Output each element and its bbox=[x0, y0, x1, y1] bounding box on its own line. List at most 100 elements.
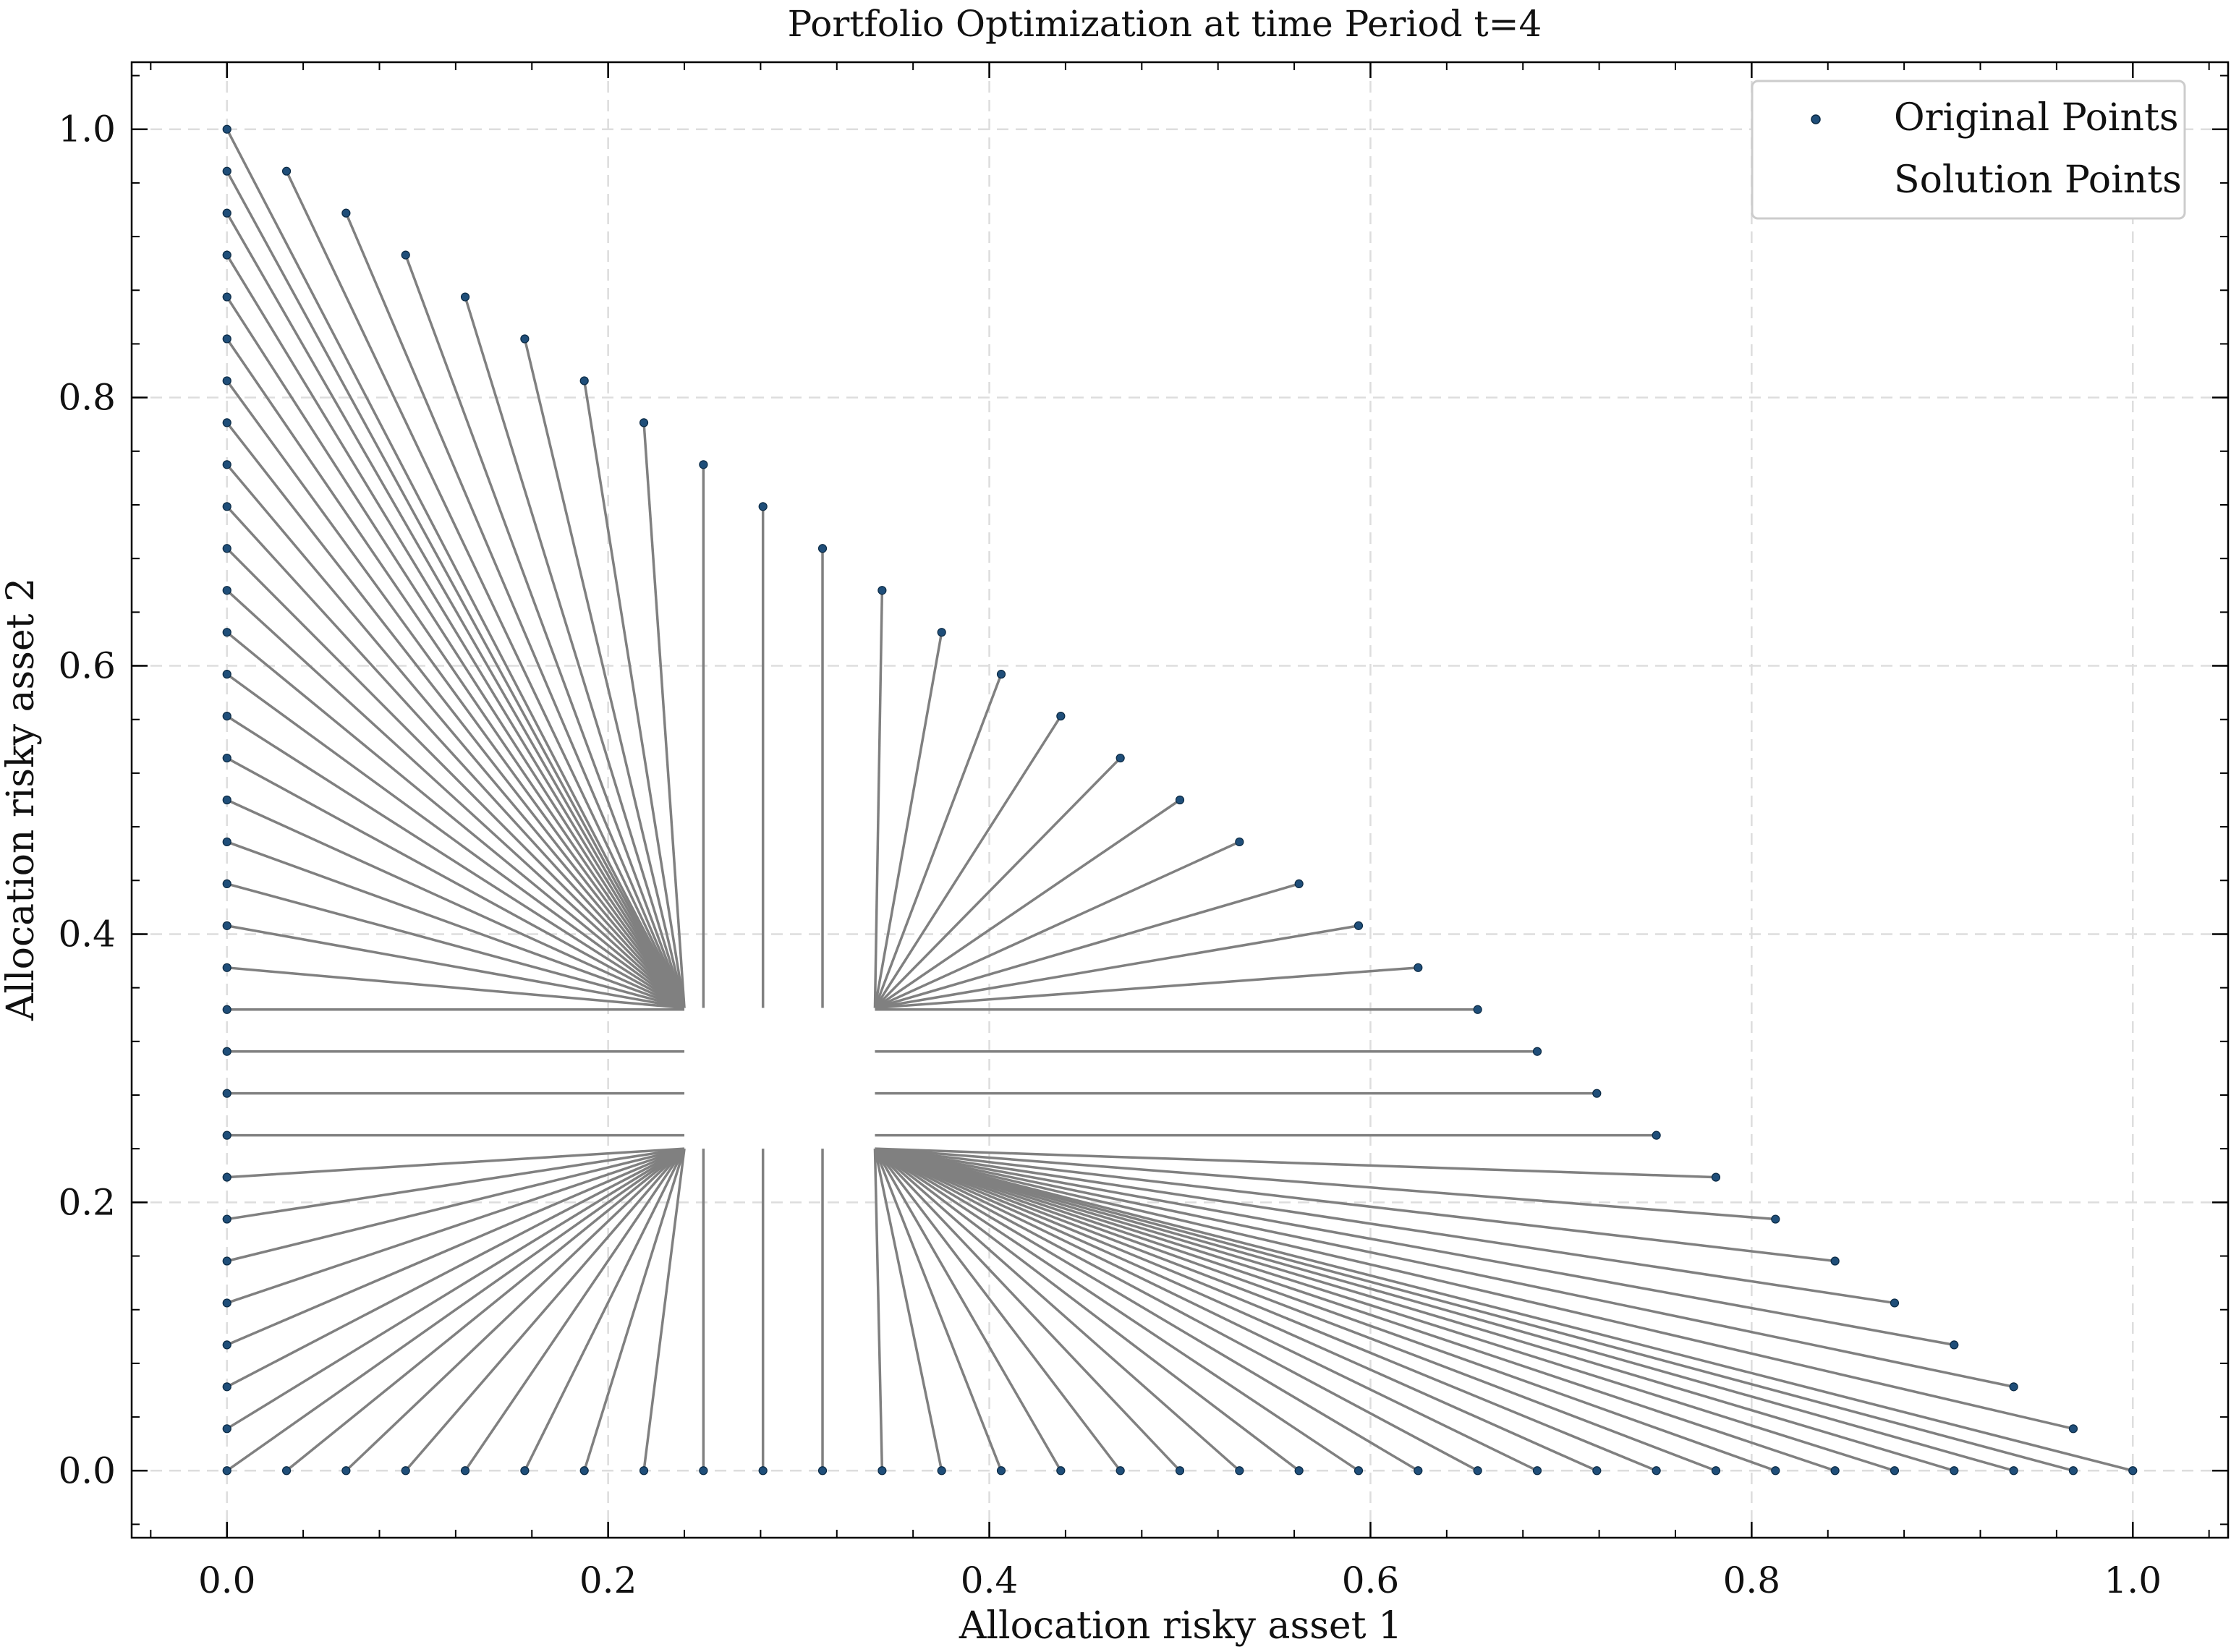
original-point bbox=[1056, 711, 1066, 721]
solution-line bbox=[874, 1147, 1895, 1472]
solution-line bbox=[874, 1147, 1955, 1472]
original-point bbox=[222, 963, 231, 972]
original-point bbox=[699, 1466, 708, 1476]
original-point bbox=[222, 837, 231, 847]
original-point bbox=[222, 670, 231, 679]
original-point bbox=[2128, 1466, 2138, 1476]
solution-line bbox=[875, 1147, 2074, 1431]
original-point bbox=[401, 250, 410, 260]
original-point bbox=[222, 1131, 231, 1140]
original-point bbox=[222, 376, 231, 386]
solution-line bbox=[874, 1147, 1419, 1472]
original-point bbox=[1532, 1466, 1542, 1476]
original-point bbox=[222, 1089, 231, 1098]
original-point bbox=[1414, 963, 1423, 972]
solution-line bbox=[874, 1147, 1241, 1472]
solution-line bbox=[873, 673, 1003, 1009]
original-point bbox=[460, 1466, 470, 1476]
y-axis-label: Allocation risky asset 2 bbox=[0, 578, 43, 1021]
original-point bbox=[222, 1047, 231, 1056]
solution-line bbox=[875, 1147, 1955, 1347]
original-point bbox=[639, 1466, 649, 1476]
solution-line bbox=[642, 422, 686, 1008]
chart-title: Portfolio Optimization at time Period t=… bbox=[788, 3, 1542, 45]
original-point bbox=[1414, 1466, 1423, 1476]
y-tick-label: 0.6 bbox=[58, 645, 116, 687]
solution-line bbox=[226, 128, 686, 1009]
y-tick-label: 0.0 bbox=[58, 1449, 116, 1491]
solution-line bbox=[873, 1148, 1062, 1472]
original-point bbox=[2009, 1466, 2018, 1476]
solution-line bbox=[464, 1148, 686, 1472]
original-point bbox=[222, 250, 231, 260]
solution-line bbox=[226, 422, 686, 1009]
original-point bbox=[996, 670, 1006, 679]
original-point bbox=[222, 544, 231, 553]
solution-line bbox=[874, 1147, 1657, 1472]
solution-line bbox=[226, 380, 686, 1009]
y-tick-label: 0.4 bbox=[58, 913, 116, 955]
original-point bbox=[1711, 1466, 1721, 1476]
solution-line bbox=[226, 1147, 685, 1179]
solution-line bbox=[404, 254, 686, 1009]
original-point bbox=[222, 166, 231, 176]
original-point bbox=[996, 1466, 1006, 1476]
original-point bbox=[222, 208, 231, 218]
solution-line bbox=[582, 380, 686, 1008]
original-point bbox=[222, 1214, 231, 1224]
original-point bbox=[222, 292, 231, 302]
original-point bbox=[877, 586, 887, 595]
solution-line bbox=[874, 757, 1121, 1009]
solution-line bbox=[523, 1148, 686, 1472]
solution-line bbox=[874, 1147, 1717, 1472]
original-point bbox=[222, 460, 231, 469]
original-point bbox=[937, 1466, 946, 1476]
solution-line bbox=[226, 548, 686, 1009]
solution-line bbox=[226, 1147, 685, 1263]
solution-line bbox=[874, 1147, 1776, 1472]
legend: Original Points Solution Points bbox=[1751, 80, 2186, 220]
original-point bbox=[1652, 1131, 1661, 1140]
solution-line bbox=[874, 840, 1241, 1010]
solution-line bbox=[226, 589, 686, 1009]
original-point bbox=[937, 628, 946, 637]
solution-line bbox=[873, 1149, 884, 1471]
solution-line bbox=[344, 212, 686, 1009]
original-point bbox=[222, 795, 231, 805]
solution-line bbox=[226, 799, 685, 1010]
original-point bbox=[1235, 1466, 1244, 1476]
original-point bbox=[1056, 1466, 1066, 1476]
original-point bbox=[222, 502, 231, 511]
solution-line bbox=[642, 1148, 686, 1471]
solution-line bbox=[873, 590, 884, 1008]
solution-line bbox=[226, 338, 686, 1009]
solution-line bbox=[874, 1147, 1598, 1472]
solution-line bbox=[875, 1147, 1835, 1263]
solution-line bbox=[226, 966, 685, 1010]
original-point bbox=[1830, 1466, 1840, 1476]
original-point bbox=[1592, 1089, 1602, 1098]
original-point bbox=[222, 586, 231, 595]
solution-line bbox=[875, 1147, 2014, 1389]
original-point bbox=[281, 166, 292, 176]
solution-line bbox=[285, 170, 686, 1009]
legend-marker-original bbox=[1811, 114, 1821, 124]
original-point bbox=[222, 1340, 231, 1350]
original-point bbox=[1294, 879, 1304, 889]
solution-line bbox=[226, 1147, 685, 1430]
solution-line bbox=[226, 1147, 685, 1221]
original-point bbox=[1473, 1466, 1482, 1476]
original-point bbox=[817, 1466, 828, 1476]
original-point bbox=[1890, 1298, 1900, 1308]
solution-line bbox=[285, 1147, 686, 1472]
original-point bbox=[817, 544, 828, 553]
original-point bbox=[699, 460, 708, 469]
solution-line bbox=[875, 1147, 1776, 1221]
original-point bbox=[1116, 1466, 1125, 1476]
solution-line bbox=[226, 212, 686, 1009]
x-tick-label: 0.4 bbox=[961, 1559, 1019, 1601]
original-point bbox=[401, 1466, 410, 1476]
original-point bbox=[758, 1466, 768, 1476]
solution-line bbox=[873, 1148, 943, 1471]
original-point bbox=[222, 753, 231, 763]
